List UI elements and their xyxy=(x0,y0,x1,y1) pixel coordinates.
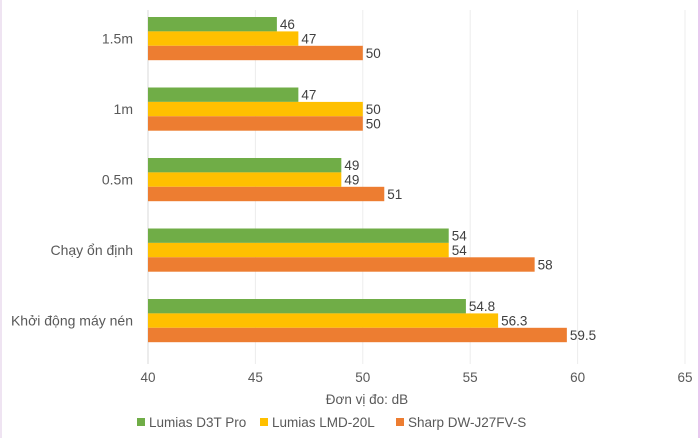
data-label: 47 xyxy=(301,88,316,103)
legend-label: Sharp DW-J27FV-S xyxy=(408,415,526,430)
x-tick-label: 40 xyxy=(140,370,155,385)
data-label: 50 xyxy=(366,117,381,132)
x-axis-title: Đơn vị đo: dB xyxy=(326,392,408,407)
data-label: 46 xyxy=(280,17,295,32)
data-label: 50 xyxy=(366,102,381,117)
bar-4-0 xyxy=(148,299,466,314)
data-label: 51 xyxy=(387,187,402,202)
legend-label: Lumias LMD-20L xyxy=(272,415,375,430)
bar-0-0 xyxy=(148,17,277,32)
x-tick-label: 65 xyxy=(677,370,692,385)
data-label: 59.5 xyxy=(570,328,596,343)
bar-3-1 xyxy=(148,242,449,258)
bar-3-0 xyxy=(148,228,449,243)
bar-1-0 xyxy=(148,87,299,102)
x-tick-label: 50 xyxy=(355,370,370,385)
data-label: 56.3 xyxy=(501,314,527,329)
bar-4-1 xyxy=(148,313,499,328)
data-label: 47 xyxy=(301,32,316,47)
legend-swatch xyxy=(260,418,268,426)
data-label: 58 xyxy=(538,258,553,273)
data-label: 54.8 xyxy=(469,299,495,314)
bar-0-2 xyxy=(148,45,363,61)
legend-swatch xyxy=(396,418,404,426)
legend: Lumias D3T Pro Lumias LMD-20L Sharp DW-J27… xyxy=(137,415,526,430)
category-label: 1m xyxy=(114,101,133,117)
x-tick-label: 45 xyxy=(248,370,263,385)
bar-0-1 xyxy=(148,31,299,46)
x-tick-labels: 40 45 50 55 60 65 xyxy=(140,370,692,385)
data-label: 54 xyxy=(452,229,468,244)
bar-3-2 xyxy=(148,257,535,272)
legend-swatch xyxy=(137,418,145,426)
bar-2-0 xyxy=(148,158,342,173)
x-tick-label: 60 xyxy=(570,370,585,385)
data-label: 49 xyxy=(344,173,359,188)
category-label: 0.5m xyxy=(102,172,133,188)
bar-1-1 xyxy=(148,101,363,117)
data-label: 50 xyxy=(366,46,381,61)
bar-4-2 xyxy=(148,327,567,343)
category-label: Chạy ổn định xyxy=(50,242,133,258)
bar-2-2 xyxy=(148,186,385,202)
category-labels: 1.5m 1m 0.5m Chạy ổn định Khởi động máy nén xyxy=(11,31,133,329)
x-tick-label: 55 xyxy=(463,370,478,385)
bars xyxy=(148,17,567,343)
category-label: 1.5m xyxy=(102,31,133,47)
bar-2-1 xyxy=(148,172,342,187)
category-label: Khởi động máy nén xyxy=(11,313,133,329)
data-label: 54 xyxy=(452,243,468,258)
data-label: 49 xyxy=(344,158,359,173)
legend-label: Lumias D3T Pro xyxy=(149,415,246,430)
bar-1-2 xyxy=(148,116,363,131)
